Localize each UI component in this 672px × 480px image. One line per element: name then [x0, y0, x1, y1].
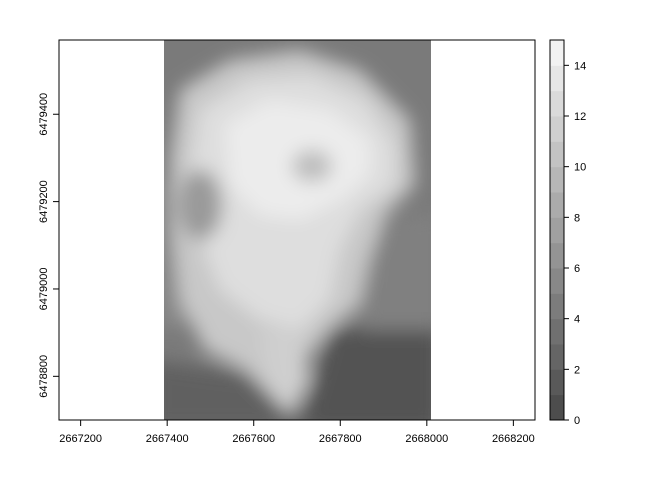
legend-bin	[550, 65, 564, 92]
legend-tick-label: 8	[574, 212, 580, 224]
legend-bin	[550, 90, 564, 117]
legend-border	[549, 39, 565, 421]
legend-tick-label: 0	[574, 415, 580, 427]
y-axis: 6478800 6479000 6479200 6479400	[38, 93, 60, 398]
x-tick-label: 2668000	[405, 433, 448, 445]
y-tick-label: 6479400	[38, 93, 50, 136]
x-tick-label: 2667600	[232, 433, 275, 445]
y-tick-label: 6479000	[38, 268, 50, 311]
legend-bin	[550, 116, 564, 142]
legend-bin	[550, 40, 564, 66]
x-axis: 2667200 2667400 2667600 2667800 2668000 26682…	[59, 419, 535, 445]
legend-bin	[550, 217, 564, 244]
legend-bin	[550, 318, 564, 345]
legend-tick-label: 10	[574, 162, 586, 174]
legend-tick-label: 2	[574, 364, 580, 376]
x-tick-label: 2667400	[146, 433, 189, 445]
y-tick-label: 6479200	[38, 180, 50, 223]
raster-layer	[164, 40, 431, 420]
legend-bin	[550, 394, 564, 421]
legend-bin	[550, 293, 564, 320]
legend-bin	[550, 344, 564, 370]
x-tick-label: 2667200	[59, 433, 102, 445]
legend-bin	[550, 141, 564, 168]
legend-tick-label: 14	[574, 60, 586, 72]
legend-bin	[550, 268, 564, 294]
x-tick-label: 2667800	[319, 433, 362, 445]
x-tick-label: 2668200	[492, 433, 535, 445]
legend-bin	[550, 192, 564, 218]
legend-tick-label: 6	[574, 263, 580, 275]
legend-tick-label: 12	[574, 111, 586, 123]
legend-tick-label: 4	[574, 314, 580, 326]
legend-bin	[550, 242, 564, 269]
legend-bin	[550, 166, 564, 193]
legend-colorbar: 0 2 4 6 8 10 12 14	[549, 39, 586, 427]
y-tick-label: 6478800	[38, 355, 50, 398]
legend-bin	[550, 369, 564, 396]
